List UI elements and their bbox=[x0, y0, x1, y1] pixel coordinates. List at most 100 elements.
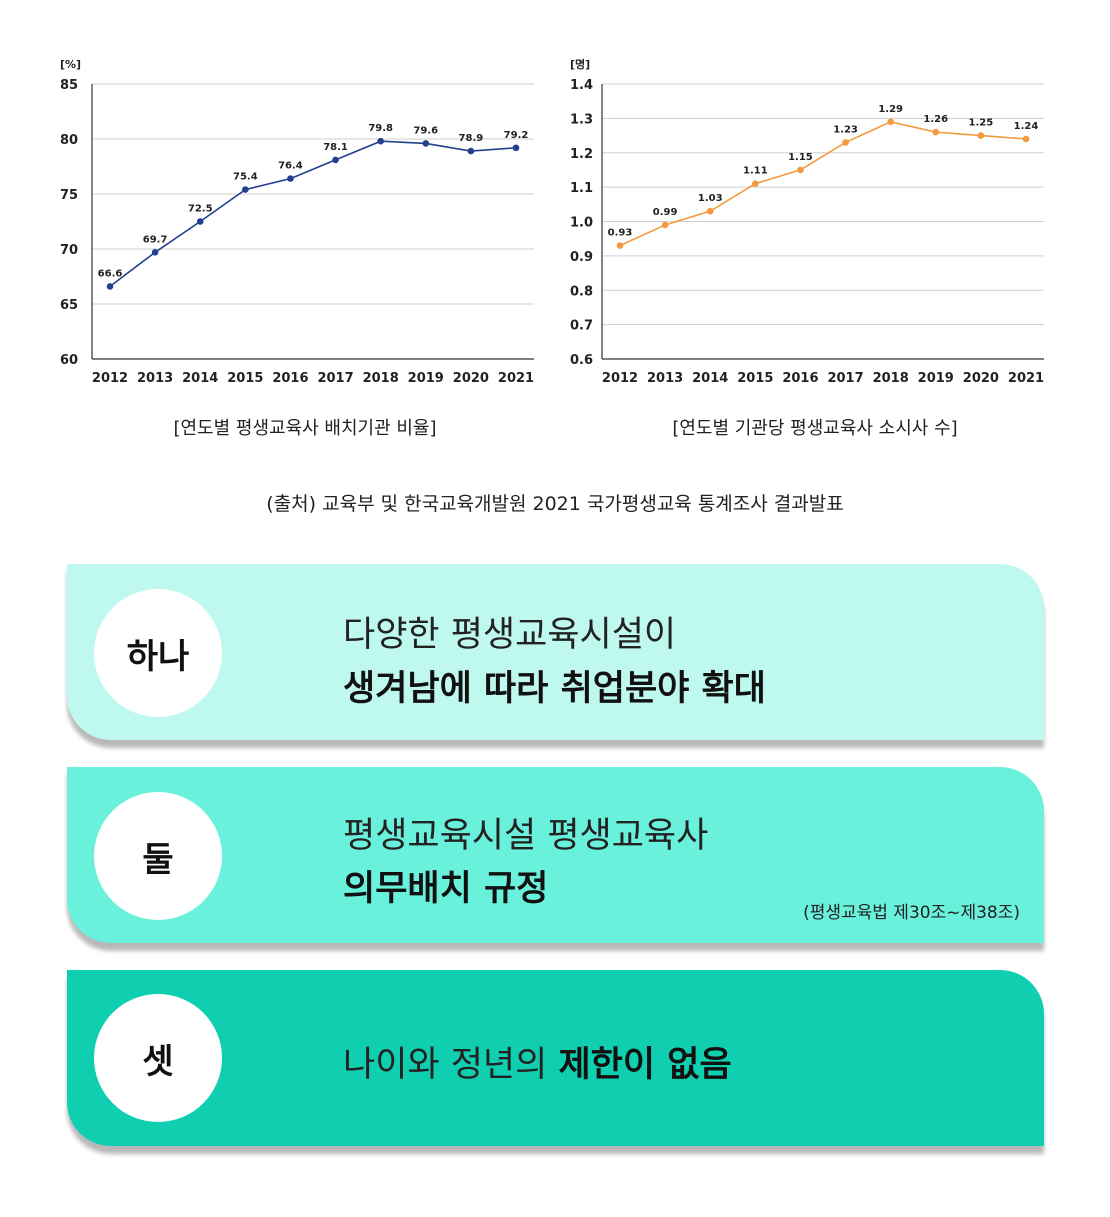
y-tick-label: 75 bbox=[60, 188, 78, 203]
data-label: 1.03 bbox=[698, 193, 723, 204]
x-tick-label: 2021 bbox=[498, 371, 534, 386]
data-point bbox=[932, 128, 940, 136]
data-label: 0.93 bbox=[608, 228, 633, 239]
x-tick-label: 2015 bbox=[737, 371, 773, 386]
chart-caption-ratio: [연도별 평생교육사 배치기관 비율] bbox=[173, 418, 437, 439]
x-tick-label: 2019 bbox=[918, 371, 954, 386]
chart-educators-per-institution: [명] 0.6 0.7 0.8 0.9 1.0 1.1 1.2 1.3 1.4 2012 2013 20… bbox=[560, 48, 1050, 388]
x-tick-label: 2016 bbox=[782, 371, 818, 386]
x-tick-label: 2021 bbox=[1008, 371, 1044, 386]
data-point bbox=[332, 156, 339, 164]
card-two: 둘 평생교육시설 평생교육사 의무배치 규정 (평생교육법 제30조~제38조) bbox=[67, 767, 1044, 943]
data-label: 1.26 bbox=[923, 114, 948, 125]
y-tick-label: 80 bbox=[60, 133, 78, 148]
card-three: 셋 나이와 정년의 제한이 없음 bbox=[67, 970, 1044, 1146]
data-label: 1.24 bbox=[1014, 121, 1039, 132]
data-label: 69.7 bbox=[143, 234, 168, 245]
x-tick-label: 2017 bbox=[317, 371, 353, 386]
data-point bbox=[422, 140, 430, 147]
data-label: 79.8 bbox=[368, 123, 393, 134]
x-tick-label: 2012 bbox=[92, 371, 128, 386]
data-point bbox=[467, 147, 475, 155]
data-point bbox=[661, 221, 669, 229]
y-tick-label: 60 bbox=[60, 353, 78, 368]
data-point bbox=[106, 283, 114, 290]
data-point bbox=[842, 139, 849, 146]
data-point bbox=[616, 242, 624, 249]
x-tick-label: 2013 bbox=[647, 371, 683, 386]
data-label: 78.9 bbox=[459, 133, 484, 144]
data-point bbox=[887, 118, 894, 126]
chart-svg-2: [명] 0.6 0.7 0.8 0.9 1.0 1.1 1.2 1.3 1.4 2012 2013 20… bbox=[570, 57, 1044, 386]
data-point bbox=[752, 180, 759, 187]
data-label: 76.4 bbox=[278, 161, 303, 172]
unit-label: [%] bbox=[60, 58, 81, 71]
x-tick-label: 2013 bbox=[137, 371, 173, 386]
y-tick-label: 0.8 bbox=[570, 284, 593, 299]
data-point bbox=[377, 137, 384, 145]
y-tick-label: 1.2 bbox=[570, 147, 593, 162]
data-point bbox=[512, 144, 520, 152]
x-tick-label: 2015 bbox=[227, 371, 263, 386]
y-tick-label: 70 bbox=[60, 243, 78, 258]
data-point bbox=[797, 166, 804, 174]
badge-two: 둘 bbox=[94, 792, 222, 920]
data-label: 1.23 bbox=[833, 124, 858, 135]
y-tick-label: 1.0 bbox=[570, 216, 593, 231]
series-line bbox=[109, 140, 517, 288]
data-label: 78.1 bbox=[323, 142, 348, 153]
y-tick-label: 1.1 bbox=[570, 181, 593, 196]
unit-label: [명] bbox=[570, 57, 590, 71]
data-label: 0.99 bbox=[653, 207, 678, 218]
data-point bbox=[196, 218, 204, 225]
badge-three: 셋 bbox=[94, 994, 222, 1122]
card-two-line1: 평생교육시설 평생교육사 bbox=[343, 816, 709, 856]
card-three-bold: 제한이 없음 bbox=[558, 1045, 732, 1085]
y-tick-label: 65 bbox=[60, 298, 78, 313]
data-point bbox=[977, 132, 985, 139]
y-tick-label: 1.3 bbox=[570, 112, 593, 127]
x-tick-label: 2012 bbox=[602, 371, 638, 386]
data-label: 66.6 bbox=[98, 268, 123, 279]
x-tick-label: 2020 bbox=[963, 371, 999, 386]
data-label: 1.11 bbox=[743, 166, 768, 177]
data-point bbox=[287, 175, 294, 182]
card-one: 하나 다양한 평생교육시설이 생겨남에 따라 취업분야 확대 bbox=[67, 564, 1044, 740]
y-tick-label: 0.9 bbox=[570, 250, 593, 265]
card-three-plain: 나이와 정년의 bbox=[343, 1045, 559, 1085]
data-label: 79.6 bbox=[413, 125, 438, 136]
x-tick-label: 2014 bbox=[692, 371, 728, 386]
chart-svg-1: [%] 60 65 70 75 80 85 2012 2013 2014 2015 2016 2017 2… bbox=[60, 58, 534, 386]
chart-caption-count: [연도별 기관당 평생교육사 소시사 수] bbox=[672, 418, 958, 439]
data-label: 1.15 bbox=[788, 152, 813, 163]
x-tick-label: 2016 bbox=[272, 371, 308, 386]
chart-placement-ratio: [%] 60 65 70 75 80 85 2012 2013 2014 2015 2016 2017 2… bbox=[50, 48, 540, 388]
card-two-note: (평생교육법 제30조~제38조) bbox=[803, 903, 1020, 923]
data-point bbox=[151, 249, 159, 256]
x-tick-label: 2019 bbox=[408, 371, 444, 386]
series-line bbox=[619, 120, 1027, 247]
y-tick-label: 85 bbox=[60, 78, 78, 93]
card-one-line2: 생겨남에 따라 취업분야 확대 bbox=[343, 669, 766, 709]
y-tick-label: 0.7 bbox=[570, 319, 593, 334]
x-tick-label: 2018 bbox=[873, 371, 909, 386]
data-label: 72.5 bbox=[188, 204, 213, 215]
data-label: 1.25 bbox=[969, 118, 994, 129]
data-point bbox=[706, 207, 714, 215]
card-one-line1: 다양한 평생교육시설이 bbox=[343, 615, 677, 655]
data-label: 1.29 bbox=[878, 104, 903, 115]
x-tick-label: 2018 bbox=[363, 371, 399, 386]
badge-one: 하나 bbox=[94, 589, 222, 717]
data-point bbox=[242, 186, 249, 193]
x-tick-label: 2014 bbox=[182, 371, 218, 386]
data-label: 79.2 bbox=[504, 130, 529, 141]
x-tick-label: 2020 bbox=[453, 371, 489, 386]
y-tick-label: 0.6 bbox=[570, 353, 593, 368]
data-point bbox=[1022, 135, 1030, 143]
x-tick-label: 2017 bbox=[827, 371, 863, 386]
card-three-text: 나이와 정년의 제한이 없음 bbox=[343, 1036, 732, 1087]
data-label: 75.4 bbox=[233, 172, 258, 183]
source-text: (출처) 교육부 및 한국교육개발원 2021 국가평생교육 통계조사 결과발표 bbox=[266, 493, 844, 515]
y-tick-label: 1.4 bbox=[570, 78, 593, 93]
card-two-line2: 의무배치 규정 bbox=[343, 869, 549, 909]
